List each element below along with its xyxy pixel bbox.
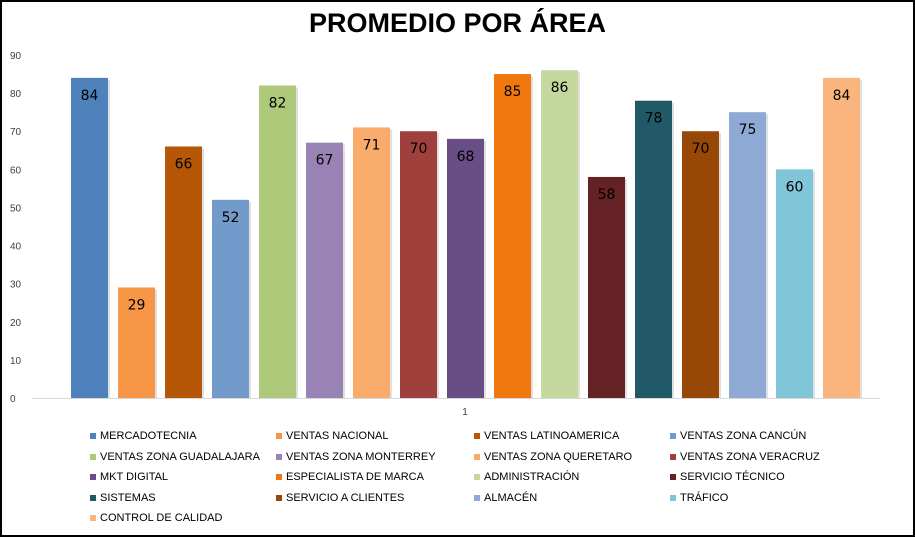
legend-item: MERCADOTECNIA: [90, 430, 197, 442]
legend-label: TRÁFICO: [680, 491, 729, 504]
bar: [447, 138, 484, 398]
legend-item: VENTAS ZONA CANCÚN: [670, 430, 806, 442]
data-label: 71: [363, 137, 381, 153]
bar: [165, 146, 202, 398]
legend-swatch: [90, 494, 96, 501]
data-label: 66: [175, 156, 193, 172]
bar: [682, 131, 719, 398]
data-label: 85: [504, 84, 522, 100]
legend-item: SISTEMAS: [90, 492, 156, 504]
legend-swatch: [276, 433, 282, 439]
legend-item: SERVICIO A CLIENTES: [276, 492, 404, 504]
legend-item: CONTROL DE CALIDAD: [90, 512, 222, 524]
legend-swatch: [276, 453, 282, 460]
legend-item: ADMINISTRACIÓN: [474, 471, 579, 483]
legend-label: SISTEMAS: [100, 491, 156, 504]
legend-item: VENTAS LATINOAMERICA: [474, 430, 619, 442]
data-label: 70: [410, 141, 428, 157]
y-tick-label: 0: [10, 394, 16, 405]
legend-swatch: [276, 494, 282, 501]
bar: [212, 199, 249, 398]
y-tick-label: 30: [10, 280, 22, 291]
y-tick-label: 20: [10, 318, 22, 329]
legend-label: ALMACÉN: [484, 491, 538, 504]
legend-item: SERVICIO TÉCNICO: [670, 471, 785, 483]
bar: [118, 287, 155, 398]
legend-label: MKT DIGITAL: [100, 471, 169, 483]
legend-label: ADMINISTRACIÓN: [484, 471, 580, 483]
legend-swatch: [474, 453, 480, 460]
legend-item: VENTAS ZONA QUERETARO: [474, 451, 632, 463]
legend-label: ESPECIALISTA DE MARCA: [286, 471, 424, 483]
bar: [635, 100, 672, 398]
legend-label: VENTAS ZONA MONTERREY: [286, 450, 436, 463]
data-label: 52: [222, 210, 240, 226]
legend-swatch: [474, 474, 480, 480]
bar: [71, 77, 108, 398]
legend-label: VENTAS ZONA GUADALAJARA: [100, 450, 260, 463]
data-label: 58: [598, 187, 616, 203]
data-label: 67: [316, 153, 334, 169]
bar: [588, 176, 625, 398]
legend-label: MERCADOTECNIA: [100, 430, 197, 442]
bar: [353, 127, 390, 399]
legend-label: CONTROL DE CALIDAD: [100, 512, 223, 524]
y-tick-label: 90: [10, 51, 22, 62]
y-tick-label: 10: [10, 356, 22, 367]
bar: [729, 112, 766, 399]
legend-swatch: [474, 433, 480, 439]
bar: [776, 169, 813, 398]
y-tick-label: 40: [10, 242, 22, 253]
bar: [541, 70, 578, 398]
data-label: 70: [692, 141, 710, 157]
y-tick-label: 50: [10, 203, 22, 214]
y-tick-label: 70: [10, 127, 22, 138]
legend-swatch: [90, 474, 96, 480]
bar: [259, 85, 296, 398]
y-tick-label: 60: [10, 165, 22, 176]
chart-title: PROMEDIO POR ÁREA: [308, 8, 607, 38]
legend-item: TRÁFICO: [670, 492, 728, 504]
legend-swatch: [276, 474, 282, 480]
data-label: 75: [739, 122, 757, 138]
bar: [494, 74, 531, 399]
legend-item: VENTAS ZONA VERACRUZ: [670, 451, 820, 463]
bar: [400, 131, 437, 398]
legend-swatch: [90, 453, 96, 460]
legend-item: MKT DIGITAL: [90, 471, 168, 483]
legend-item: ESPECIALISTA DE MARCA: [276, 471, 424, 483]
data-label: 82: [269, 95, 287, 111]
legend-item: VENTAS ZONA GUADALAJARA: [90, 451, 260, 463]
legend-swatch: [670, 494, 676, 501]
data-label: 68: [457, 149, 475, 165]
legend-swatch: [670, 433, 676, 439]
legend-label: VENTAS ZONA QUERETARO: [484, 450, 633, 463]
data-label: 86: [551, 80, 569, 96]
data-label: 29: [128, 297, 146, 313]
bar: [823, 77, 860, 398]
bar: [306, 142, 343, 398]
legend-swatch: [90, 515, 96, 521]
legend-item: VENTAS ZONA MONTERREY: [276, 451, 436, 463]
legend-label: SERVICIO A CLIENTES: [286, 491, 405, 504]
legend-item: ALMACÉN: [474, 492, 537, 504]
y-tick-label: 80: [10, 89, 22, 100]
legend-swatch: [474, 494, 480, 501]
legend-swatch: [670, 453, 676, 460]
legend-swatch: [670, 474, 676, 480]
legend-label: VENTAS NACIONAL: [286, 430, 389, 442]
legend-label: SERVICIO TÉCNICO: [680, 471, 785, 483]
data-label: 60: [786, 179, 804, 195]
legend-label: VENTAS ZONA VERACRUZ: [680, 450, 820, 463]
legend-label: VENTAS LATINOAMERICA: [484, 430, 620, 442]
data-label: 84: [833, 88, 851, 104]
x-tick-label: 1: [462, 407, 468, 418]
legend-item: VENTAS NACIONAL: [276, 430, 389, 442]
data-label: 78: [645, 111, 663, 127]
data-label: 84: [81, 88, 99, 104]
legend-swatch: [90, 433, 96, 439]
legend-label: VENTAS ZONA CANCÚN: [680, 430, 807, 442]
